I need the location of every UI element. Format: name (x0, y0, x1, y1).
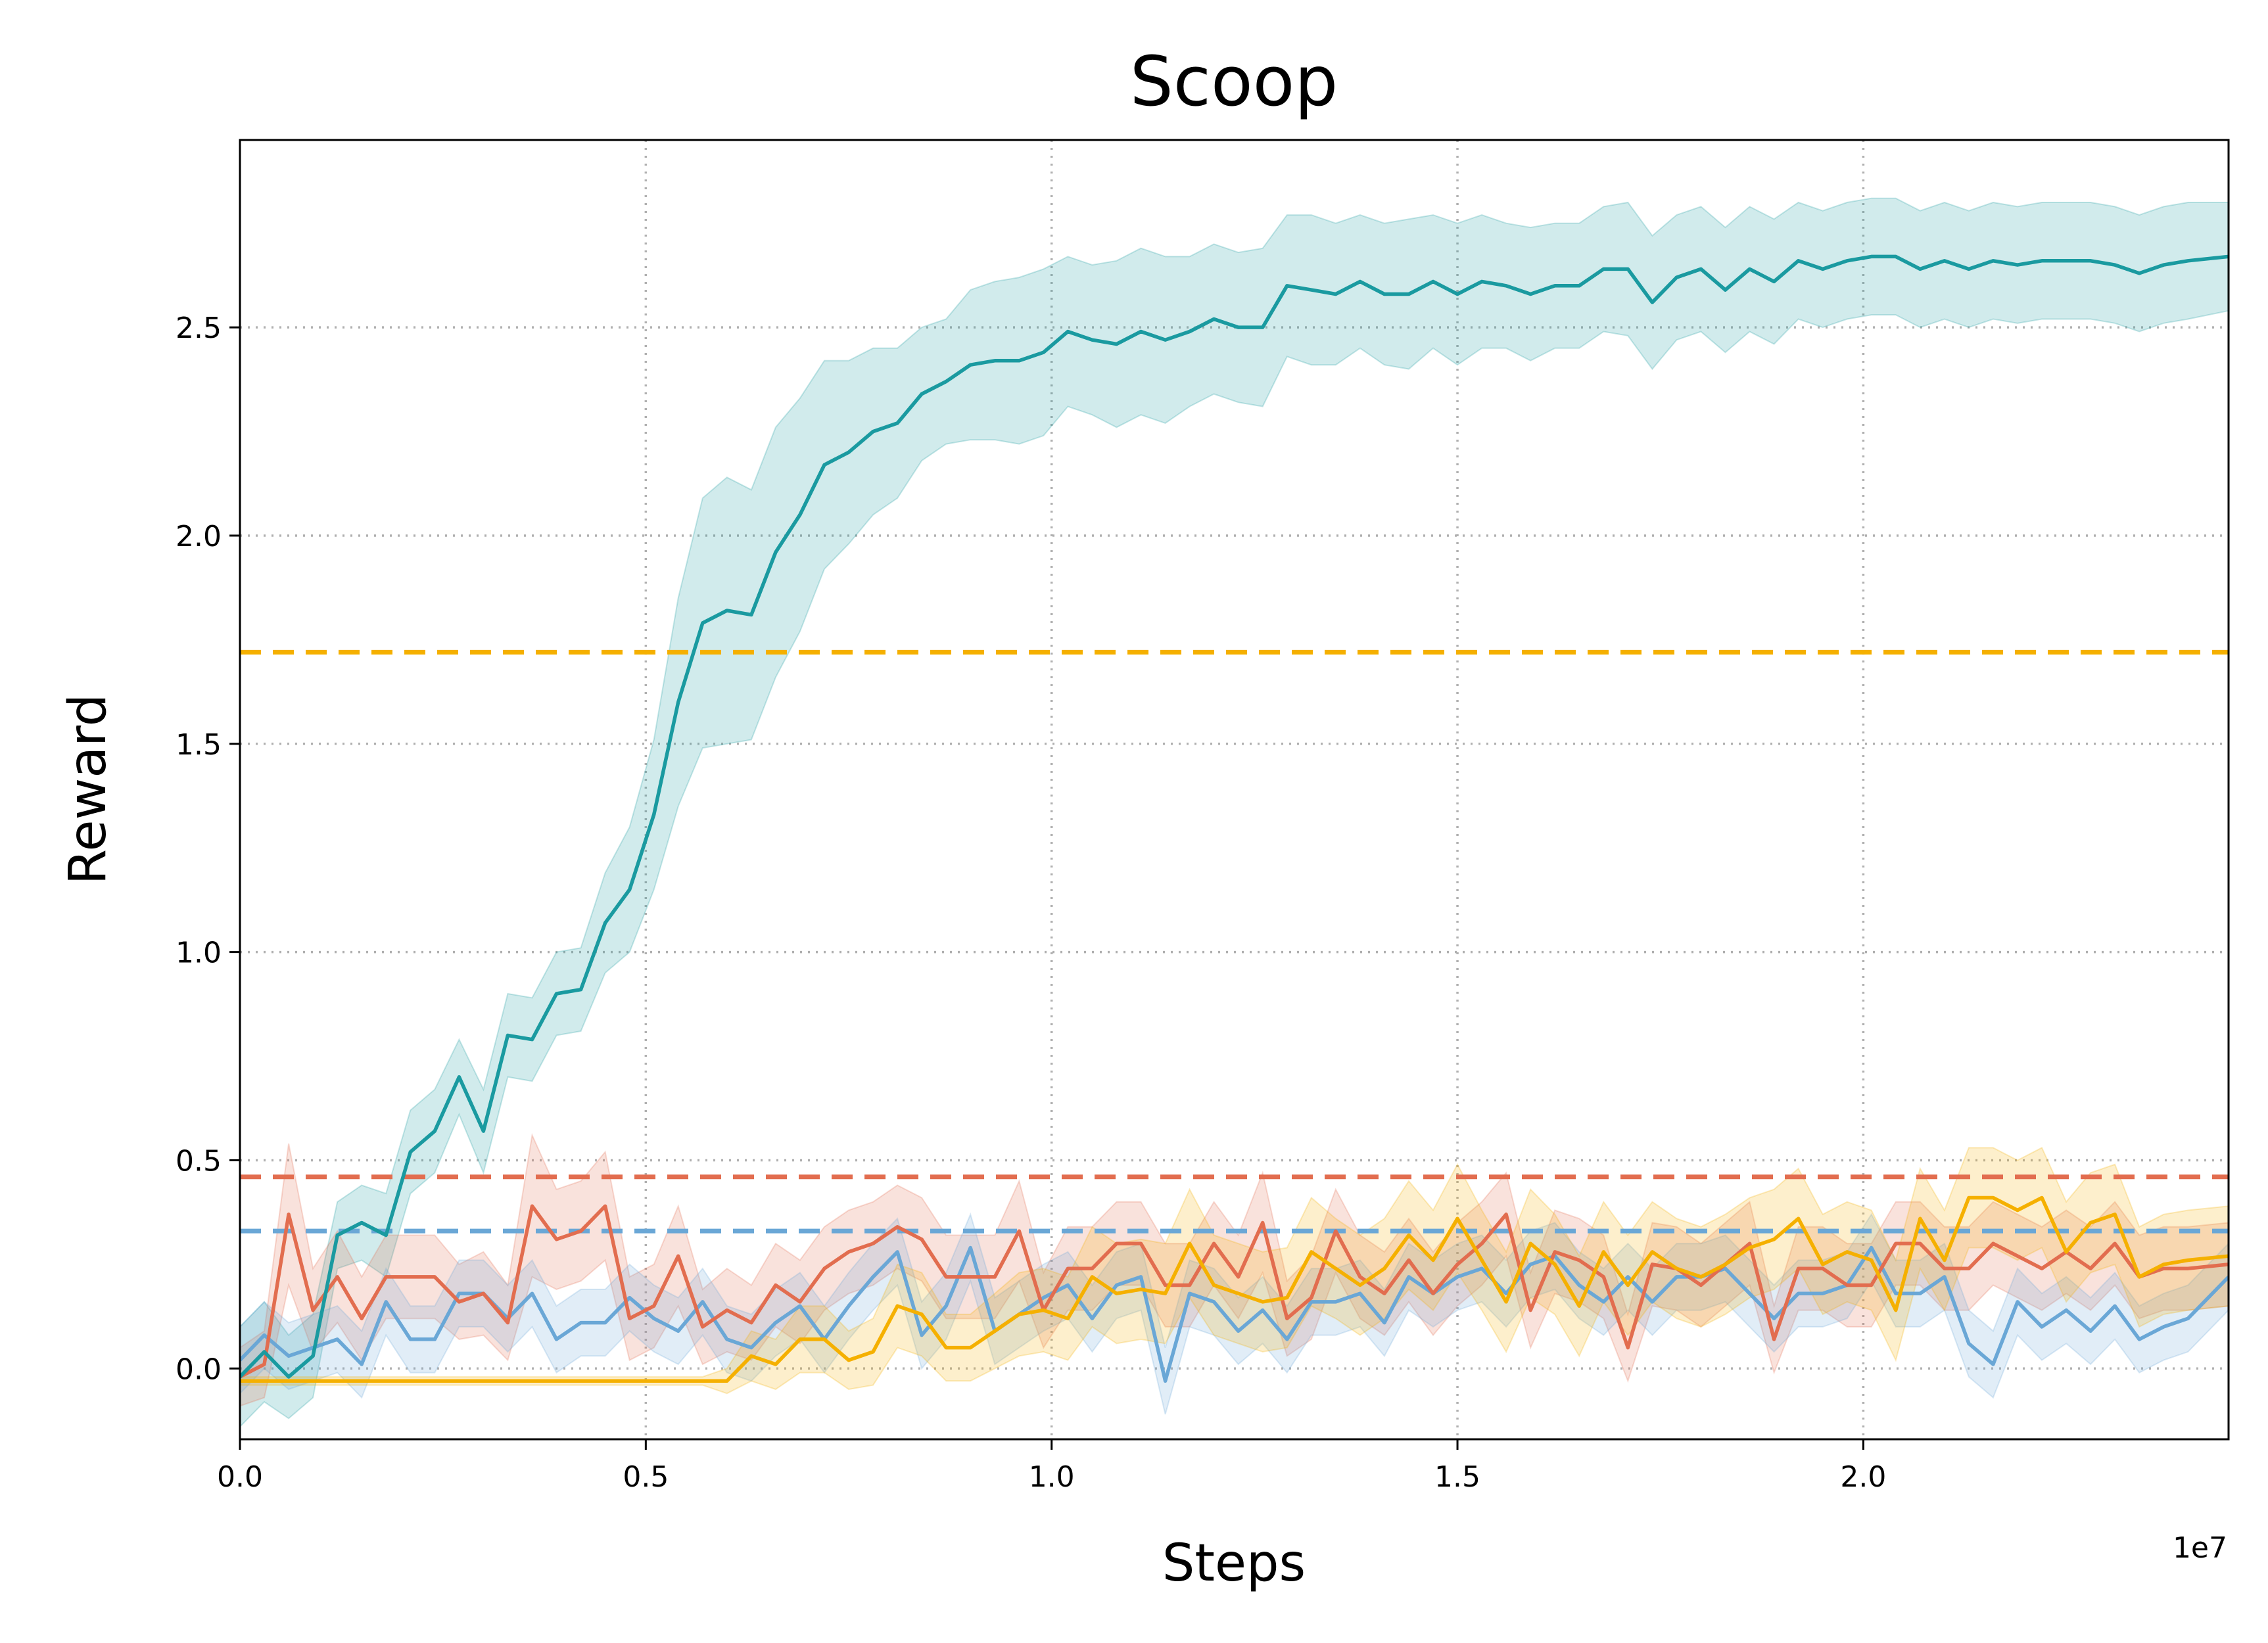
series-4-line (240, 1195, 2229, 1383)
series-3-band (240, 1212, 2229, 1415)
series-1-band (240, 197, 2229, 1428)
x-tick-label: 2.0 (1840, 1460, 1886, 1494)
x-tick-label: 0.5 (623, 1460, 669, 1494)
y-tick-label: 2.5 (176, 312, 222, 345)
chart-title: Scoop (1130, 41, 1338, 122)
series-2-line (240, 1204, 2229, 1379)
x-tick-label: 0.0 (217, 1460, 263, 1494)
y-tick-label: 1.5 (176, 728, 222, 762)
series-lines (240, 254, 2229, 1383)
y-axis-title: Reward (59, 694, 118, 885)
series-1-line (240, 254, 2229, 1379)
y-tick-label: 2.0 (176, 520, 222, 553)
y-tick-label: 0.0 (176, 1353, 222, 1386)
x-offset-label: 1e7 (2173, 1531, 2227, 1565)
x-tick-label: 1.5 (1434, 1460, 1480, 1494)
series-3-line (240, 1245, 2229, 1383)
y-tick-label: 0.5 (176, 1144, 222, 1178)
plot-frame (239, 139, 2230, 1441)
x-tick-label: 1.0 (1029, 1460, 1075, 1494)
y-tick-label: 1.0 (176, 937, 222, 970)
x-axis-title: Steps (1162, 1534, 1306, 1593)
reference-lines (240, 649, 2229, 1234)
axis-ticks: 0.0 0.5 1.0 1.5 2.0 0.0 0.5 1.0 1.5 2.0 2.5 (176, 312, 1886, 1494)
